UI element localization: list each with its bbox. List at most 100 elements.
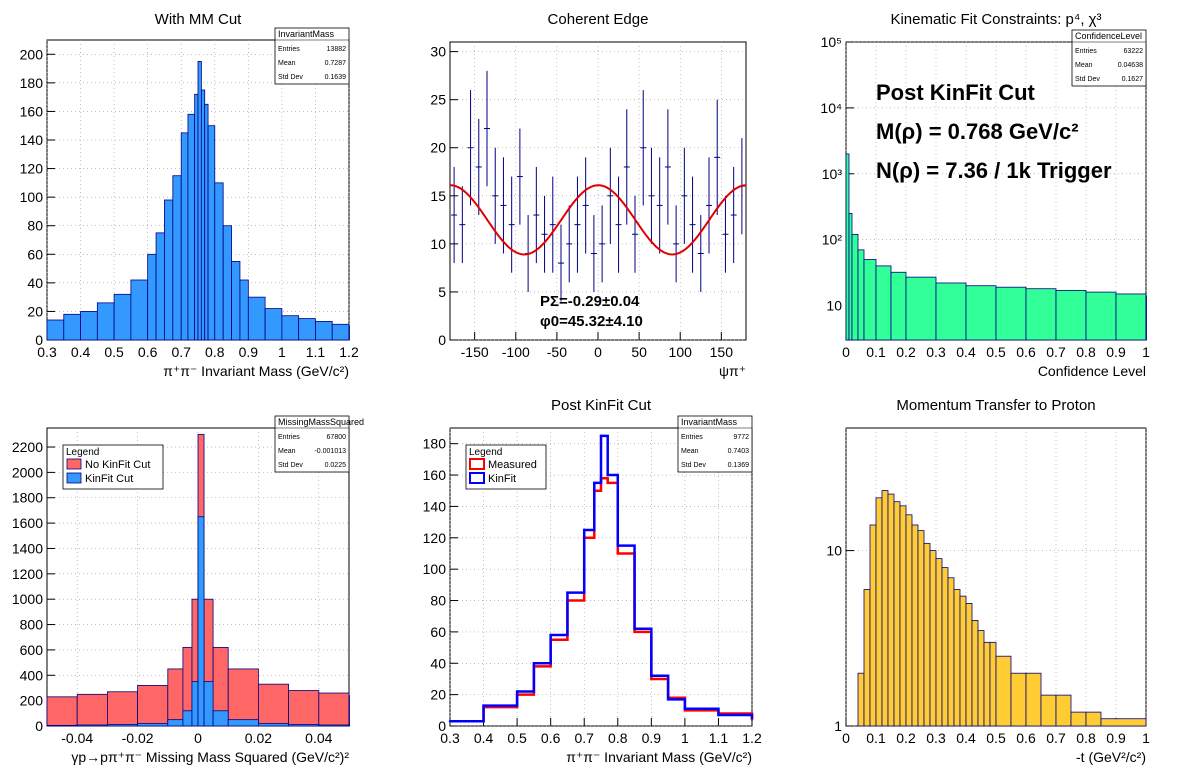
legend-entry: KinFit xyxy=(488,473,516,485)
y-tick-label: 600 xyxy=(20,642,44,658)
histogram-bar xyxy=(935,282,967,341)
y-tick-label: 1800 xyxy=(12,490,43,506)
histogram-bar xyxy=(965,603,973,727)
histogram-bar xyxy=(107,691,139,727)
x-tick-label: 0.4 xyxy=(474,730,494,746)
y-tick-label: 10 xyxy=(430,236,446,252)
y-tick-label: 1600 xyxy=(12,515,43,531)
data-point xyxy=(616,544,619,547)
x-tick-label: 150 xyxy=(710,344,734,360)
x-tick-label: 0.7 xyxy=(1046,344,1066,360)
y-tick-label: 80 xyxy=(27,218,43,234)
histogram-bar xyxy=(200,89,206,341)
y-tick-label: 25 xyxy=(430,92,446,108)
y-tick-label: 800 xyxy=(20,617,44,633)
y-tick-label: 180 xyxy=(20,75,44,91)
x-tick-label: 0.6 xyxy=(1016,344,1036,360)
x-tick-label: 0.8 xyxy=(205,344,225,360)
stats-key: Entries xyxy=(681,434,703,441)
stats-frame xyxy=(274,27,350,85)
histogram-bar xyxy=(869,524,877,727)
x-axis-label: γp→pπ⁺π⁻ Missing Mass Squared (GeV/c²)² xyxy=(71,749,349,765)
data-point xyxy=(650,674,653,678)
x-tick-label: 0.7 xyxy=(1046,730,1066,746)
y-tick-label: 30 xyxy=(430,44,446,60)
y-tick-label: 140 xyxy=(423,498,447,514)
histogram-bar xyxy=(222,225,232,341)
histogram-bar xyxy=(137,685,169,727)
histogram-bar xyxy=(207,125,216,341)
histogram-bar xyxy=(155,232,165,341)
stats-key: Mean xyxy=(278,60,296,67)
stats-value: 0.1639 xyxy=(325,74,347,81)
histogram-bar xyxy=(1055,289,1087,341)
histogram-bar xyxy=(76,724,108,727)
x-tick-label: 0.02 xyxy=(245,730,272,746)
stats-key: Entries xyxy=(278,46,300,53)
stats-value: 0.04638 xyxy=(1118,62,1143,69)
legend-title: Legend xyxy=(469,447,502,458)
chart-title: Post KinFit Cut xyxy=(551,397,652,414)
data-point xyxy=(606,481,609,485)
y-tick-label: 20 xyxy=(430,687,446,703)
histogram-bar xyxy=(107,724,139,727)
histogram-bar xyxy=(1085,711,1102,727)
x-tick-label: -0.02 xyxy=(122,730,154,746)
histogram-bar xyxy=(239,279,249,341)
stats-key: Std Dev xyxy=(1075,76,1100,83)
legend-title: Legend xyxy=(66,447,99,458)
histogram-bar xyxy=(315,321,333,341)
histogram-bar xyxy=(194,93,199,341)
histogram-bar xyxy=(989,641,997,727)
histogram-bar xyxy=(167,719,184,727)
histogram-bar xyxy=(875,265,892,341)
x-tick-label: 0.8 xyxy=(1076,344,1096,360)
x-tick-label: 100 xyxy=(669,344,693,360)
x-tick-label: 0.5 xyxy=(507,730,527,746)
y-tick-label: 60 xyxy=(430,624,446,640)
histogram-bar xyxy=(80,311,98,341)
y-tick-label: 10 xyxy=(826,298,842,314)
histogram-bar xyxy=(197,61,202,341)
stats-value: 63222 xyxy=(1124,48,1144,55)
stats-key: Mean xyxy=(1075,62,1093,69)
y-tick-label: 40 xyxy=(430,655,446,671)
histogram-bar xyxy=(46,319,65,341)
x-tick-label: -150 xyxy=(461,344,489,360)
chart-panel-p1: With MM Cut 0.3 0.4 0.5 0.6 0.7 0.8 0.9 1 1.1 1.2 0… xyxy=(20,11,359,379)
histogram-bar xyxy=(995,286,1027,341)
y-tick-label: 200 xyxy=(20,693,44,709)
x-tick-label: 0.3 xyxy=(926,344,946,360)
y-tick-label: 10⁵ xyxy=(821,34,842,50)
histogram-bar xyxy=(76,693,108,727)
stats-box: ConfidenceLevel Entries 63222 Mean 0.04638 St… xyxy=(1071,29,1147,87)
stats-box: InvariantMass Entries 13882 Mean 0.7287 Std D… xyxy=(274,27,350,85)
x-tick-label: 0.04 xyxy=(305,730,332,746)
stats-box: MissingMassSquared Entries 67800 Mean -0.001… xyxy=(274,415,364,473)
x-tick-label: 0.4 xyxy=(71,344,91,360)
histogram-bar xyxy=(318,724,350,727)
histogram-bar xyxy=(247,296,266,341)
x-tick-label: -100 xyxy=(502,344,530,360)
histogram-bar xyxy=(227,719,259,727)
legend-entry: KinFit Cut xyxy=(85,473,133,485)
legend-swatch xyxy=(469,472,485,484)
histogram-bar xyxy=(929,550,937,727)
stats-key: Std Dev xyxy=(681,462,706,469)
histogram-bar xyxy=(348,724,350,727)
histogram-bar xyxy=(187,113,196,341)
histogram-bar xyxy=(1010,672,1027,727)
x-tick-label: -50 xyxy=(547,344,567,360)
chart-panel-p4: -0.04 -0.02 0 0.02 0.04 0 200 400 600 800 1000 1200… xyxy=(12,415,364,765)
y-tick-label: 0 xyxy=(35,332,43,348)
histogram-bar xyxy=(348,325,350,341)
x-axis-label: Confidence Level xyxy=(1038,363,1146,379)
y-tick-label: 0 xyxy=(438,718,446,734)
histogram-bar xyxy=(1025,672,1042,727)
x-tick-label: 0.6 xyxy=(541,730,561,746)
y-tick-label: 15 xyxy=(430,188,446,204)
chart-panel-p2: Coherent Edge -150 -100 -50 0 50 100 150 0 5 10 15 2… xyxy=(430,11,747,379)
chart-title: Momentum Transfer to Proton xyxy=(896,397,1095,414)
histogram-bar xyxy=(264,308,283,341)
histogram-bar xyxy=(965,285,997,341)
